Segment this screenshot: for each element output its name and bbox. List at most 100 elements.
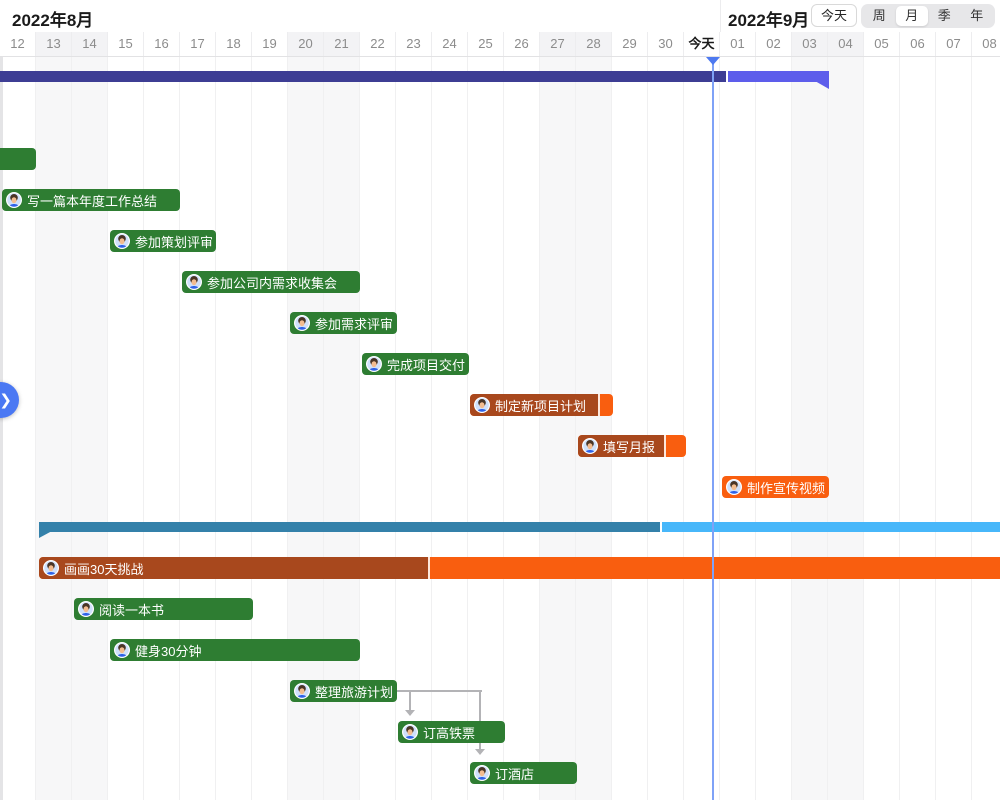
task-bar-content: 制作宣传视频 (722, 478, 829, 497)
connector-line (409, 691, 411, 710)
task-bar[interactable]: 完成项目交付 (362, 353, 469, 375)
axis-day: 28 (576, 32, 612, 56)
task-bar[interactable]: 阅读一本书 (74, 598, 253, 620)
task-bar[interactable]: 画画30天挑战 (39, 557, 1000, 579)
chevron-right-icon: ❯ (0, 391, 12, 409)
expand-sidebar-button[interactable]: ❯ (0, 382, 19, 418)
task-label: 制作宣传视频 (747, 480, 826, 496)
connector-line (415, 690, 482, 692)
grid-column (540, 57, 576, 800)
project-summary-life[interactable] (39, 522, 1000, 532)
axis-day: 19 (252, 32, 288, 56)
axis-day-today: 今天 (684, 32, 720, 56)
assignee-avatar-icon (726, 479, 742, 495)
assignee-avatar-icon (43, 560, 59, 576)
axis-day: 02 (756, 32, 792, 56)
task-bar[interactable]: … (0, 148, 36, 170)
view-option-3[interactable]: 年 (970, 8, 984, 23)
grid-column (864, 57, 900, 800)
task-bar[interactable]: 参加策划评审 (110, 230, 216, 252)
assignee-avatar-icon (582, 438, 598, 454)
progress-separator (598, 394, 600, 416)
summary-remaining (728, 71, 829, 82)
grid-column (180, 57, 216, 800)
summary-remaining (662, 522, 1000, 532)
month-divider (720, 0, 721, 32)
task-label: 参加策划评审 (135, 234, 214, 250)
axis-day: 04 (828, 32, 864, 56)
task-bar[interactable]: 制作宣传视频 (722, 476, 829, 498)
connector-arrow-icon (475, 749, 485, 755)
task-progress (578, 435, 664, 457)
task-label: 订高铁票 (423, 725, 476, 741)
task-label: 参加需求评审 (315, 316, 394, 332)
axis-day: 12 (0, 32, 36, 56)
axis-day: 01 (720, 32, 756, 56)
project-summary-work[interactable] (0, 71, 829, 82)
today-line (712, 57, 714, 800)
view-option-2[interactable]: 季 (937, 8, 951, 23)
task-bar[interactable]: 参加需求评审 (290, 312, 397, 334)
task-bar[interactable]: 参加公司内需求收集会 (182, 271, 360, 293)
connector-line (479, 691, 481, 749)
grid-column (108, 57, 144, 800)
axis-day: 21 (324, 32, 360, 56)
axis-day: 15 (108, 32, 144, 56)
view-option-0[interactable]: 周 (872, 8, 886, 23)
grid-column (36, 57, 72, 800)
task-bar[interactable]: 制定新项目计划 (470, 394, 613, 416)
task-bar-content: 参加公司内需求收集会 (182, 273, 345, 292)
grid-column (252, 57, 288, 800)
task-bar[interactable]: 写一篇本年度工作总结 (2, 189, 180, 211)
view-option-1[interactable]: 月 (895, 6, 928, 26)
task-label: 订酒店 (495, 766, 535, 782)
progress-separator (428, 557, 430, 579)
task-label: 制定新项目计划 (495, 398, 587, 414)
task-label: 阅读一本书 (99, 602, 165, 618)
today-triangle-icon (706, 57, 720, 65)
grid-column (396, 57, 432, 800)
grid-column (900, 57, 936, 800)
task-bar[interactable]: 订酒店 (470, 762, 577, 784)
task-bar-content: 制定新项目计划 (470, 396, 594, 415)
axis-day: 16 (144, 32, 180, 56)
axis-day: 25 (468, 32, 504, 56)
connector-line (397, 690, 415, 692)
assignee-avatar-icon (186, 274, 202, 290)
axis-day: 18 (216, 32, 252, 56)
task-bar[interactable]: 订高铁票 (398, 721, 505, 743)
grid-column (972, 57, 1000, 800)
progress-separator (664, 435, 666, 457)
axis-day: 24 (432, 32, 468, 56)
task-label: 参加公司内需求收集会 (207, 275, 338, 291)
task-bar-content: 参加需求评审 (290, 314, 397, 333)
grid-column (288, 57, 324, 800)
axis-day: 23 (396, 32, 432, 56)
grid-column (756, 57, 792, 800)
axis-day: 06 (900, 32, 936, 56)
task-bar[interactable]: 健身30分钟 (110, 639, 360, 661)
axis-day: 05 (864, 32, 900, 56)
axis-day: 27 (540, 32, 576, 56)
grid-column (324, 57, 360, 800)
assignee-avatar-icon (474, 397, 490, 413)
task-bar-content: 订酒店 (470, 764, 542, 783)
grid-column (936, 57, 972, 800)
task-label: 写一篇本年度工作总结 (27, 193, 158, 209)
collapsed-panel-edge (0, 57, 3, 800)
grid-column (468, 57, 504, 800)
today-button[interactable]: 今天 (811, 4, 858, 27)
assignee-avatar-icon (78, 601, 94, 617)
task-label: 整理旅游计划 (315, 684, 394, 700)
axis-day: 22 (360, 32, 396, 56)
grid-column (432, 57, 468, 800)
task-bar[interactable]: 填写月报 (578, 435, 686, 457)
task-progress (39, 557, 428, 579)
assignee-avatar-icon (402, 724, 418, 740)
axis-day: 30 (648, 32, 684, 56)
assignee-avatar-icon (294, 683, 310, 699)
grid-column (72, 57, 108, 800)
grid-column (144, 57, 180, 800)
task-bar[interactable]: 整理旅游计划 (290, 680, 397, 702)
